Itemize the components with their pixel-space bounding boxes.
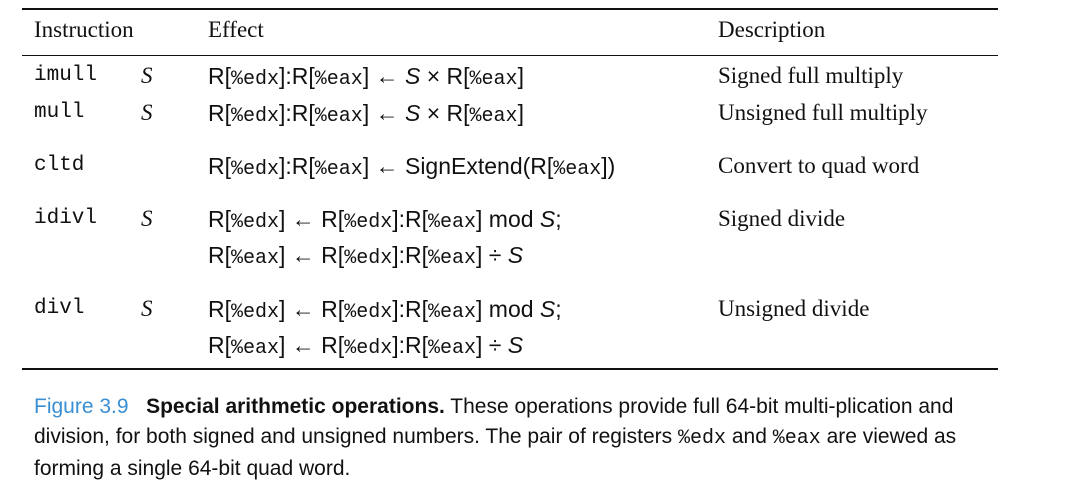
figure-label: Figure 3.9 <box>34 395 129 418</box>
figure-title: Special arithmetic operations. <box>146 395 445 418</box>
effect-cltd-line-1: R[%edx]:R[%eax] ← SignExtend(R[%eax]) <box>208 153 616 181</box>
operand-divl: S <box>141 296 153 321</box>
table-top-rule <box>22 8 998 10</box>
description-divl: Unsigned divide <box>718 296 870 321</box>
table-bottom-rule <box>22 368 998 370</box>
effect-divl-line-1: R[%edx] ← R[%edx]:R[%eax] mod S; <box>208 296 562 324</box>
description-imull: Signed full multiply <box>718 63 904 88</box>
description-idivl: Signed divide <box>718 206 846 231</box>
instruction-imull: imull <box>34 64 98 87</box>
effect-idivl-line-2: R[%eax] ← R[%edx]:R[%eax] ÷ S <box>208 242 524 270</box>
effect-imull-line-1: R[%edx]:R[%eax] ← S × R[%eax] <box>208 63 524 91</box>
effect-mull-line-1: R[%edx]:R[%eax] ← S × R[%eax] <box>208 100 524 128</box>
table-header-rule <box>22 55 998 56</box>
header-description: Description <box>718 17 826 42</box>
caption-text-1: These operations provide full 64-bit mul… <box>34 395 954 448</box>
caption-text-2: and <box>726 425 773 448</box>
operand-imull: S <box>141 63 153 88</box>
caption-text-3: are viewed as forming a single 64-bit qu… <box>34 425 957 480</box>
caption-register-eax: %eax <box>772 427 821 450</box>
header-instruction: Instruction <box>34 17 134 42</box>
figure-caption: Figure 3.9 Special arithmetic operations… <box>34 392 1024 484</box>
operand-mull: S <box>141 100 153 125</box>
instruction-divl: divl <box>34 297 85 320</box>
header-effect: Effect <box>208 17 264 42</box>
instruction-mull: mull <box>34 101 85 124</box>
instruction-cltd: cltd <box>34 154 85 177</box>
effect-divl-line-2: R[%eax] ← R[%edx]:R[%eax] ÷ S <box>208 332 524 360</box>
instruction-idivl: idivl <box>34 207 98 230</box>
operand-idivl: S <box>141 206 153 231</box>
caption-register-edx: %edx <box>678 427 727 450</box>
description-mull: Unsigned full multiply <box>718 100 928 125</box>
effect-idivl-line-1: R[%edx] ← R[%edx]:R[%eax] mod S; <box>208 206 562 234</box>
description-cltd: Convert to quad word <box>718 153 920 178</box>
